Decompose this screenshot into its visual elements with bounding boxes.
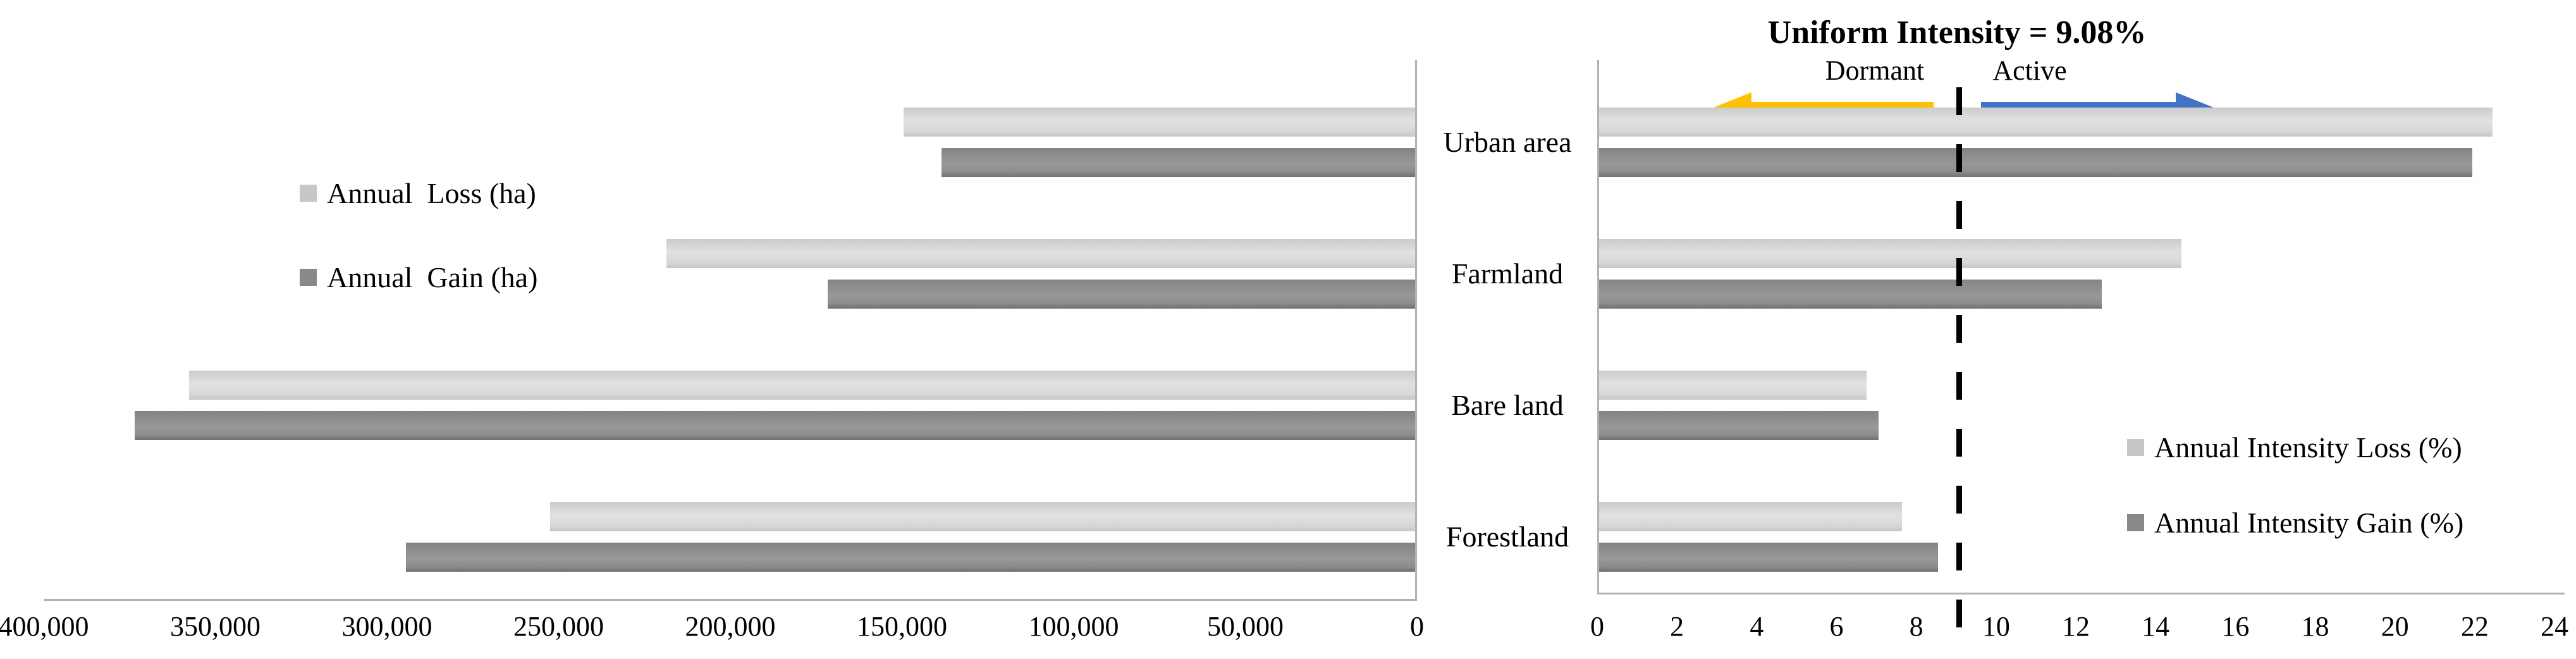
gain-swatch-icon <box>2127 514 2144 531</box>
uniform-intensity-reference-line <box>1956 87 1962 632</box>
bar-forestland-intensity-loss <box>1599 502 1902 531</box>
active-zone-label: Active <box>1992 55 2067 86</box>
intensity-axis-tick-22: 22 <box>2460 611 2489 642</box>
intensity-axis-tick-10: 10 <box>1982 611 2010 642</box>
bar-bare-land-intensity-loss <box>1599 371 1867 400</box>
bar-farmland-annual-gain-ha <box>828 280 1415 309</box>
bar-bare-land-annual-loss-ha <box>189 371 1415 400</box>
gain-swatch-icon <box>300 268 317 286</box>
bar-urban-area-annual-loss-ha <box>904 108 1415 137</box>
area-axis-tick-300-000: 300,000 <box>341 611 432 642</box>
category-label-bare-land: Bare land <box>1451 389 1564 421</box>
intensity-axis-tick-20: 20 <box>2381 611 2409 642</box>
bar-urban-area-annual-gain-ha <box>941 148 1415 177</box>
legend-annual-intensity-loss: Annual Intensity Loss (%) <box>2127 429 2462 465</box>
bar-farmland-annual-loss-ha <box>666 239 1415 268</box>
dormant-zone-label: Dormant <box>1825 55 1925 86</box>
area-axis-tick-250-000: 250,000 <box>513 611 604 642</box>
area-change-bars <box>44 60 1415 599</box>
bar-farmland-intensity-gain <box>1599 280 2102 309</box>
category-label-forestland: Forestland <box>1445 520 1569 553</box>
intensity-bars <box>1599 60 2565 593</box>
category-label-farmland: Farmland <box>1451 257 1564 290</box>
area-axis-tick-400-000: 400,000 <box>0 611 89 642</box>
intensity-axis-tick-8: 8 <box>1909 611 1923 642</box>
intensity-axis-tick-4: 4 <box>1750 611 1764 642</box>
category-label-urban-area: Urban area <box>1443 126 1572 158</box>
bar-bare-land-annual-gain-ha <box>135 411 1415 440</box>
bar-forestland-intensity-gain <box>1599 543 1938 572</box>
intensity-axis-tick-2: 2 <box>1670 611 1684 642</box>
bar-farmland-intensity-loss <box>1599 239 2181 268</box>
legend-annual-intensity-gain: Annual Intensity Gain (%) <box>2127 504 2463 541</box>
loss-swatch-icon <box>2127 438 2144 456</box>
bar-bare-land-intensity-gain <box>1599 411 1879 440</box>
bar-urban-area-intensity-loss <box>1599 108 2493 137</box>
area-axis-tick-50-000: 50,000 <box>1207 611 1284 642</box>
legend-annual-loss-ha-label: Annual Loss (ha) <box>327 176 536 209</box>
area-axis-tick-150-000: 150,000 <box>857 611 947 642</box>
bar-forestland-annual-loss-ha <box>550 502 1415 531</box>
intensity-axis-tick-24: 24 <box>2541 611 2568 642</box>
legend-annual-loss-ha: Annual Loss (ha) <box>300 175 536 211</box>
intensity-axis-tick-6: 6 <box>1829 611 1844 642</box>
loss-swatch-icon <box>300 184 317 202</box>
legend-annual-intensity-loss-label: Annual Intensity Loss (%) <box>2154 431 2462 464</box>
intensity-axis-tick-18: 18 <box>2301 611 2329 642</box>
area-axis-tick-200-000: 200,000 <box>685 611 776 642</box>
figure-title: Uniform Intensity = 9.08% <box>1767 15 2147 51</box>
intensity-axis-tick-16: 16 <box>2221 611 2250 642</box>
legend-annual-gain-ha: Annual Gain (ha) <box>300 259 537 295</box>
area-change-plot <box>44 60 1417 601</box>
area-axis-tick-0: 0 <box>1410 611 1424 642</box>
intensity-axis-tick-14: 14 <box>2142 611 2170 642</box>
legend-annual-intensity-gain-label: Annual Intensity Gain (%) <box>2154 506 2464 539</box>
intensity-axis-tick-0: 0 <box>1590 611 1604 642</box>
bar-urban-area-intensity-gain <box>1599 148 2472 177</box>
legend-annual-gain-ha-label: Annual Gain (ha) <box>327 261 538 293</box>
area-axis-tick-100-000: 100,000 <box>1028 611 1119 642</box>
area-axis-tick-350-000: 350,000 <box>170 611 261 642</box>
intensity-axis-tick-12: 12 <box>2062 611 2090 642</box>
bar-forestland-annual-gain-ha <box>406 543 1415 572</box>
intensity-plot <box>1597 60 2565 594</box>
